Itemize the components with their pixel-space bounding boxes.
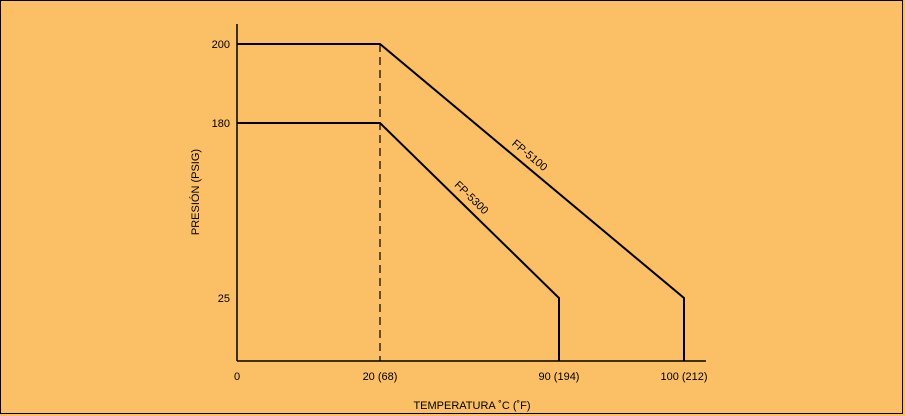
x-tick-label: 20 (68): [363, 371, 398, 383]
x-axis-label: TEMPERATURA ˚C (˚F): [413, 400, 530, 412]
x-tick-label: 100 (212): [660, 371, 707, 383]
series-lines: [237, 43, 685, 361]
series-line-fp-5100: [237, 43, 685, 361]
axes: [236, 24, 706, 362]
y-tick-labels: 25 180 200: [212, 39, 230, 305]
y-tick-label: 200: [212, 39, 230, 51]
x-tick-label: 0: [234, 371, 240, 383]
y-tick-label: 180: [212, 118, 230, 130]
y-tick-label: 25: [218, 293, 230, 305]
y-axis-label: PRESIÓN (PSIG): [189, 149, 202, 235]
x-tick-label: 90 (194): [539, 371, 580, 383]
x-tick-labels: 0 20 (68) 90 (194) 100 (212): [234, 371, 708, 383]
series-line-fp-5300: [237, 122, 560, 361]
